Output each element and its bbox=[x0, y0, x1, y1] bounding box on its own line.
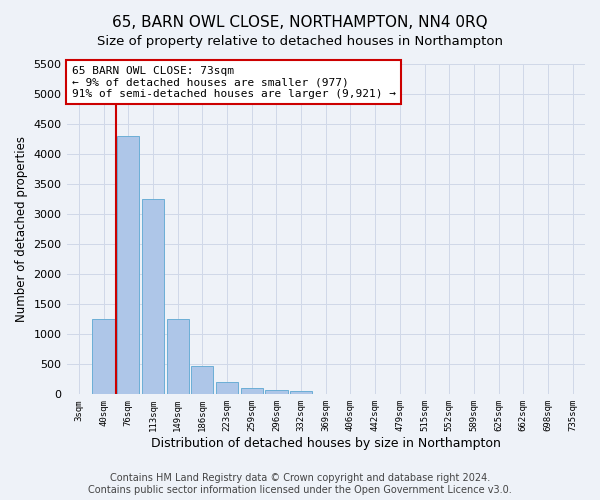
Bar bbox=[92, 320, 115, 394]
Bar bbox=[167, 320, 189, 394]
Bar bbox=[241, 388, 263, 394]
Bar bbox=[290, 392, 312, 394]
Text: 65, BARN OWL CLOSE, NORTHAMPTON, NN4 0RQ: 65, BARN OWL CLOSE, NORTHAMPTON, NN4 0RQ bbox=[112, 15, 488, 30]
Bar bbox=[142, 199, 164, 394]
Bar bbox=[216, 382, 238, 394]
Text: Contains HM Land Registry data © Crown copyright and database right 2024.
Contai: Contains HM Land Registry data © Crown c… bbox=[88, 474, 512, 495]
Y-axis label: Number of detached properties: Number of detached properties bbox=[15, 136, 28, 322]
Bar bbox=[191, 366, 214, 394]
Bar bbox=[265, 390, 287, 394]
Bar bbox=[117, 136, 139, 394]
Text: Size of property relative to detached houses in Northampton: Size of property relative to detached ho… bbox=[97, 35, 503, 48]
X-axis label: Distribution of detached houses by size in Northampton: Distribution of detached houses by size … bbox=[151, 437, 501, 450]
Text: 65 BARN OWL CLOSE: 73sqm
← 9% of detached houses are smaller (977)
91% of semi-d: 65 BARN OWL CLOSE: 73sqm ← 9% of detache… bbox=[72, 66, 396, 99]
